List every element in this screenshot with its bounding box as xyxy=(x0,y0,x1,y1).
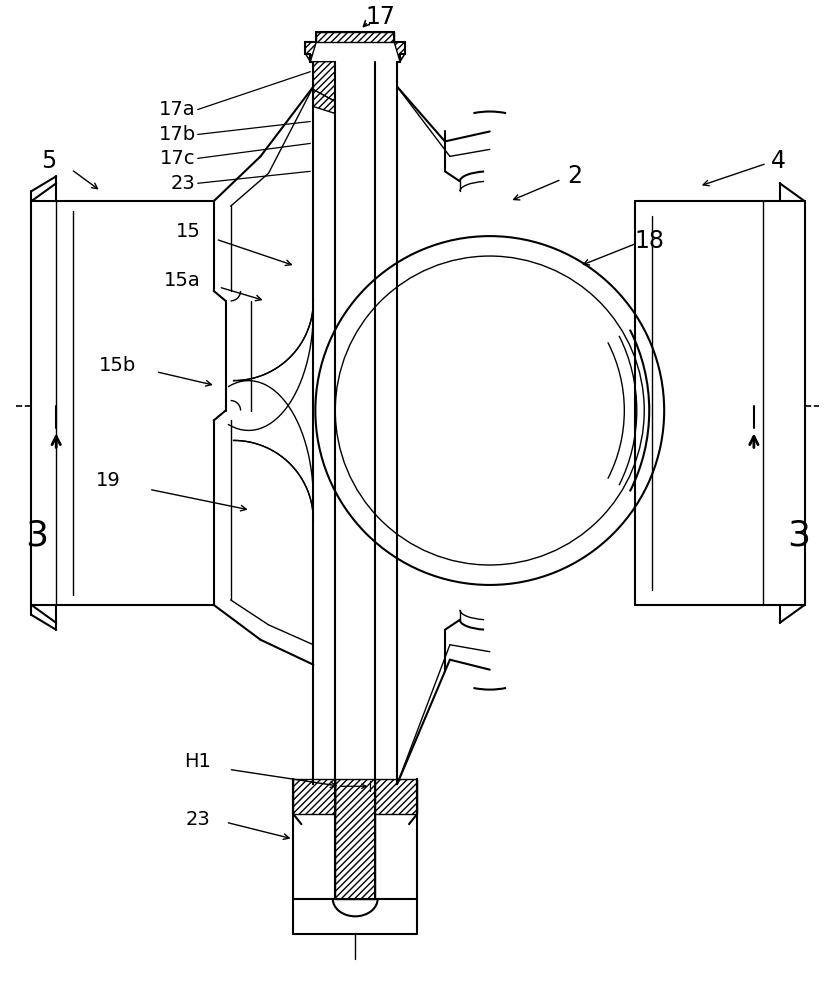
Text: 15b: 15b xyxy=(99,356,136,375)
Polygon shape xyxy=(335,779,375,899)
Polygon shape xyxy=(314,62,335,102)
Polygon shape xyxy=(314,90,335,114)
Polygon shape xyxy=(293,779,335,814)
Text: 17: 17 xyxy=(365,5,395,29)
Text: 23: 23 xyxy=(186,810,211,829)
Text: 18: 18 xyxy=(635,229,665,253)
Text: 17c: 17c xyxy=(161,149,196,168)
Text: H1: H1 xyxy=(184,752,211,771)
Text: 5: 5 xyxy=(42,149,57,173)
Text: 17b: 17b xyxy=(159,125,196,144)
Polygon shape xyxy=(394,42,405,62)
Polygon shape xyxy=(305,42,316,62)
Text: 19: 19 xyxy=(96,471,121,490)
Text: 3: 3 xyxy=(25,518,48,552)
Polygon shape xyxy=(316,32,394,42)
Text: 15a: 15a xyxy=(164,271,201,290)
Text: 3: 3 xyxy=(788,518,810,552)
Text: 4: 4 xyxy=(772,149,787,173)
Text: 17a: 17a xyxy=(159,100,196,119)
Text: 23: 23 xyxy=(171,174,196,193)
Polygon shape xyxy=(375,779,417,814)
Text: 15: 15 xyxy=(176,222,201,241)
Text: 2: 2 xyxy=(567,164,582,188)
